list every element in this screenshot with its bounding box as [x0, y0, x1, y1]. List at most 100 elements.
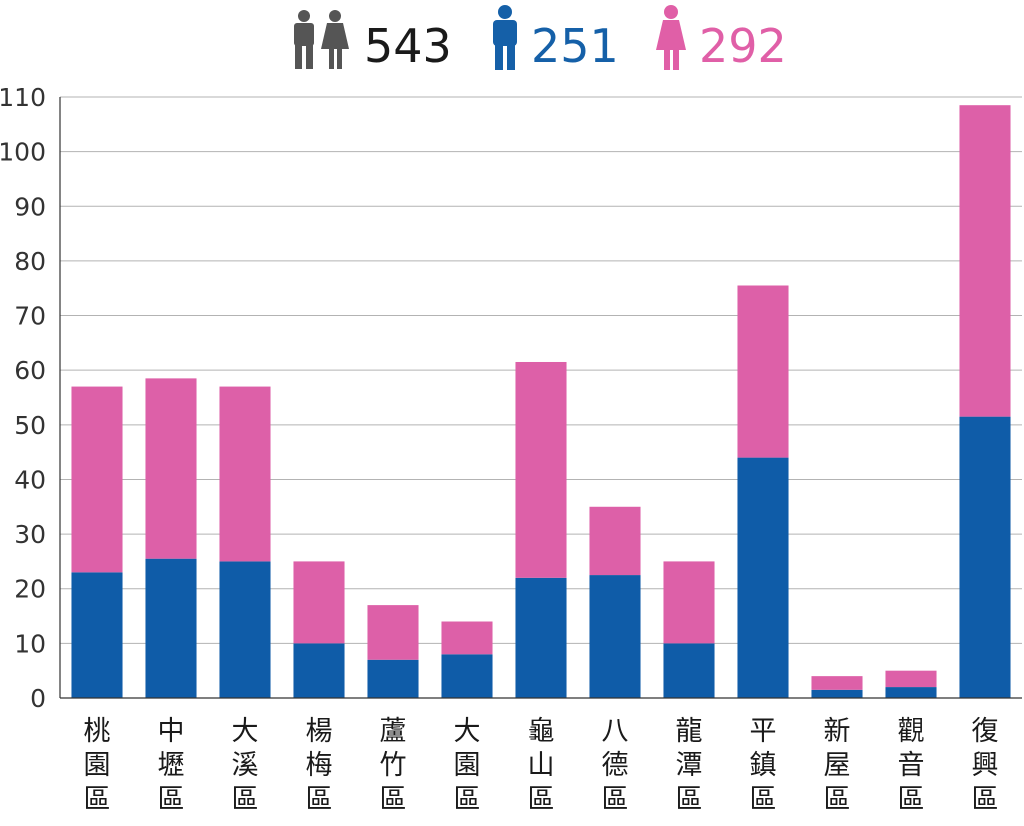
x-tick-label-char: 園 — [454, 750, 481, 781]
x-tick-label-char: 興 — [972, 750, 999, 781]
x-tick-label-char: 區 — [528, 784, 555, 815]
y-tick-label: 100 — [0, 138, 46, 167]
x-tick-label-char: 區 — [750, 784, 777, 815]
x-tick-label: 楊梅區 — [306, 716, 333, 815]
bar-female-12 — [959, 105, 1011, 417]
bar-male-2 — [219, 561, 271, 698]
x-tick-label-char: 八 — [602, 716, 629, 747]
x-tick-label: 龍潭區 — [676, 716, 703, 815]
x-tick-label-char: 蘆 — [380, 716, 407, 747]
male-icon — [493, 5, 517, 70]
x-tick-label-char: 楊 — [306, 716, 333, 747]
x-tick-label-char: 音 — [898, 750, 925, 781]
y-tick-label: 10 — [14, 629, 46, 658]
bar-male-12 — [959, 416, 1011, 698]
x-tick-label-char: 區 — [232, 784, 259, 815]
y-tick-label: 70 — [14, 302, 46, 331]
x-tick-label-char: 區 — [380, 784, 407, 815]
y-tick-label: 40 — [14, 465, 46, 494]
x-tick-label-char: 新 — [824, 716, 851, 747]
bar-female-10 — [811, 676, 863, 690]
bar-female-6 — [515, 361, 567, 578]
y-tick-label: 110 — [0, 83, 46, 112]
total-count: 543 — [364, 19, 452, 73]
y-tick-label: 80 — [14, 247, 46, 276]
x-tick-label-char: 區 — [454, 784, 481, 815]
bar-male-1 — [145, 558, 197, 698]
bar-male-4 — [367, 659, 419, 698]
x-tick-label-char: 園 — [84, 750, 111, 781]
bar-female-7 — [589, 506, 641, 576]
bar-female-4 — [367, 605, 419, 660]
x-tick-label-char: 觀 — [898, 716, 925, 747]
y-tick-label: 50 — [14, 411, 46, 440]
bar-female-9 — [737, 285, 789, 458]
bar-male-7 — [589, 575, 641, 698]
x-tick-label-char: 中 — [158, 716, 185, 747]
x-tick-label-char: 山 — [528, 750, 555, 781]
x-tick-label: 大溪區 — [232, 716, 259, 815]
x-tick-label-char: 復 — [972, 716, 999, 747]
x-tick-label: 蘆竹區 — [380, 716, 407, 815]
x-tick-label: 觀音區 — [898, 716, 925, 815]
male-count: 251 — [531, 19, 619, 73]
x-tick-label: 桃園區 — [84, 716, 111, 815]
x-tick-label: 復興區 — [972, 716, 999, 815]
bar-male-3 — [293, 643, 345, 698]
x-tick-label-char: 區 — [824, 784, 851, 815]
x-tick-label-char: 德 — [602, 750, 629, 781]
x-tick-label-char: 鎮 — [750, 750, 777, 781]
x-tick-label-char: 梅 — [306, 750, 333, 781]
y-tick-label: 20 — [14, 575, 46, 604]
x-tick-label-char: 區 — [602, 784, 629, 815]
bar-male-0 — [71, 572, 123, 698]
legend: 543 251 292 — [294, 5, 787, 73]
x-tick-label-char: 區 — [676, 784, 703, 815]
bar-male-11 — [885, 687, 937, 698]
x-tick-label: 平鎮區 — [750, 716, 777, 815]
bar-female-1 — [145, 378, 197, 559]
bar-female-5 — [441, 621, 493, 655]
bar-female-11 — [885, 670, 937, 688]
x-tick-label-char: 區 — [158, 784, 185, 815]
y-tick-label: 90 — [14, 192, 46, 221]
x-tick-label-char: 壢 — [158, 750, 185, 781]
x-tick-label-char: 屋 — [824, 750, 851, 781]
x-tick-label-char: 區 — [84, 784, 111, 815]
bar-male-5 — [441, 654, 493, 698]
x-tick-label-char: 平 — [750, 716, 777, 747]
female-count: 292 — [699, 19, 787, 73]
x-tick-label-char: 竹 — [380, 750, 407, 781]
x-tick-label-char: 龜 — [528, 716, 555, 747]
x-tick-label-char: 區 — [972, 784, 999, 815]
x-tick-label: 新屋區 — [824, 716, 851, 815]
x-tick-label-char: 區 — [898, 784, 925, 815]
female-icon — [656, 5, 686, 70]
bar-female-8 — [663, 561, 715, 644]
x-tick-label: 大園區 — [454, 716, 481, 815]
y-tick-label: 0 — [30, 684, 46, 713]
x-tick-label-char: 龍 — [676, 716, 703, 747]
bar-female-3 — [293, 561, 345, 644]
x-tick-label-char: 區 — [306, 784, 333, 815]
bar-male-8 — [663, 643, 715, 698]
x-tick-label-char: 潭 — [676, 750, 703, 781]
x-tick-label: 八德區 — [602, 716, 629, 815]
x-tick-label-char: 大 — [232, 716, 259, 747]
x-tick-label-char: 溪 — [232, 750, 259, 781]
x-tick-label: 龜山區 — [528, 716, 555, 815]
bar-female-2 — [219, 386, 271, 562]
x-tick-label-char: 大 — [454, 716, 481, 747]
people-icon — [294, 10, 349, 69]
bar-male-9 — [737, 457, 789, 698]
bar-male-6 — [515, 577, 567, 698]
y-axis-ticks: 0 10 20 30 40 50 60 70 80 90 100 110 — [0, 83, 46, 713]
bars — [71, 105, 1011, 698]
bar-female-0 — [71, 386, 123, 573]
x-tick-label: 中壢區 — [158, 716, 185, 815]
bar-male-10 — [811, 689, 863, 698]
y-tick-label: 60 — [14, 356, 46, 385]
x-tick-label-char: 桃 — [84, 716, 111, 747]
